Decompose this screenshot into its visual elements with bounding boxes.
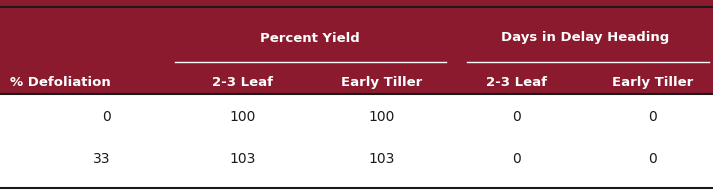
Text: 103: 103 — [230, 152, 255, 166]
Text: 2-3 Leaf: 2-3 Leaf — [212, 76, 273, 89]
Text: 100: 100 — [230, 110, 255, 124]
Text: % Defoliation: % Defoliation — [10, 76, 111, 89]
Text: 33: 33 — [93, 152, 111, 166]
Text: Early Tiller: Early Tiller — [341, 76, 422, 89]
Text: 0: 0 — [513, 110, 521, 124]
Bar — [0, 0, 713, 94]
Text: 0: 0 — [648, 110, 657, 124]
Text: 0: 0 — [648, 152, 657, 166]
Text: 0: 0 — [102, 110, 111, 124]
Text: Percent Yield: Percent Yield — [260, 32, 360, 44]
Text: Early Tiller: Early Tiller — [612, 76, 693, 89]
Text: 103: 103 — [369, 152, 394, 166]
Text: 0: 0 — [513, 152, 521, 166]
Text: 100: 100 — [369, 110, 394, 124]
Text: Days in Delay Heading: Days in Delay Heading — [501, 32, 669, 44]
Bar — [0, 94, 713, 190]
Text: 2-3 Leaf: 2-3 Leaf — [486, 76, 548, 89]
